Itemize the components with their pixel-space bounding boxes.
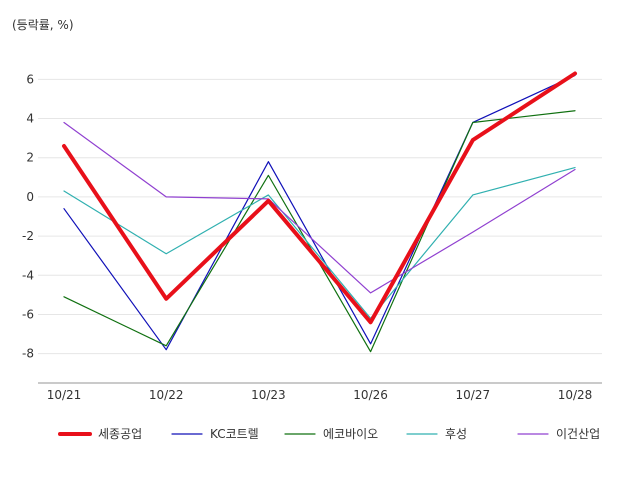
series-lines [62,71,577,353]
y-tick-label: -2 [22,229,34,243]
series-line-5 [63,121,576,294]
unit-label: (등락률, %) [12,18,74,32]
legend-label: KC코트렐 [210,427,259,441]
gridlines [38,78,602,355]
x-tick-label: 10/21 [47,388,82,402]
legend-label: 에코바이오 [323,427,378,441]
y-tick-label: -8 [22,347,34,361]
y-tick-label: 4 [26,112,34,126]
x-tick-label: 10/22 [149,388,184,402]
y-tick-label: -6 [22,307,34,321]
x-tick-label: 10/27 [456,388,491,402]
series-line-3 [63,110,576,353]
y-tick-label: 6 [26,72,34,86]
x-tick-label: 10/28 [558,388,593,402]
y-tick-label: 2 [26,151,34,165]
series-line-4 [63,166,576,319]
x-tick-label: 10/26 [353,388,388,402]
legend-label: 세종공업 [98,427,142,441]
legend: 세종공업 KC코트렐 에코바이오 후성 이건산업 [58,427,600,441]
y-tick-label: 0 [26,190,34,204]
x-tick-label: 10/23 [251,388,286,402]
series-line-1 [62,71,577,325]
x-axis-ticks: 10/21 10/22 10/23 10/26 10/27 10/28 [47,388,593,402]
y-axis-ticks: 6 4 2 0 -2 -4 -6 -8 [22,72,34,360]
legend-label: 이건산업 [556,427,600,441]
series-line-2 [63,74,576,351]
legend-label: 후성 [445,427,467,441]
y-tick-label: -4 [22,268,34,282]
